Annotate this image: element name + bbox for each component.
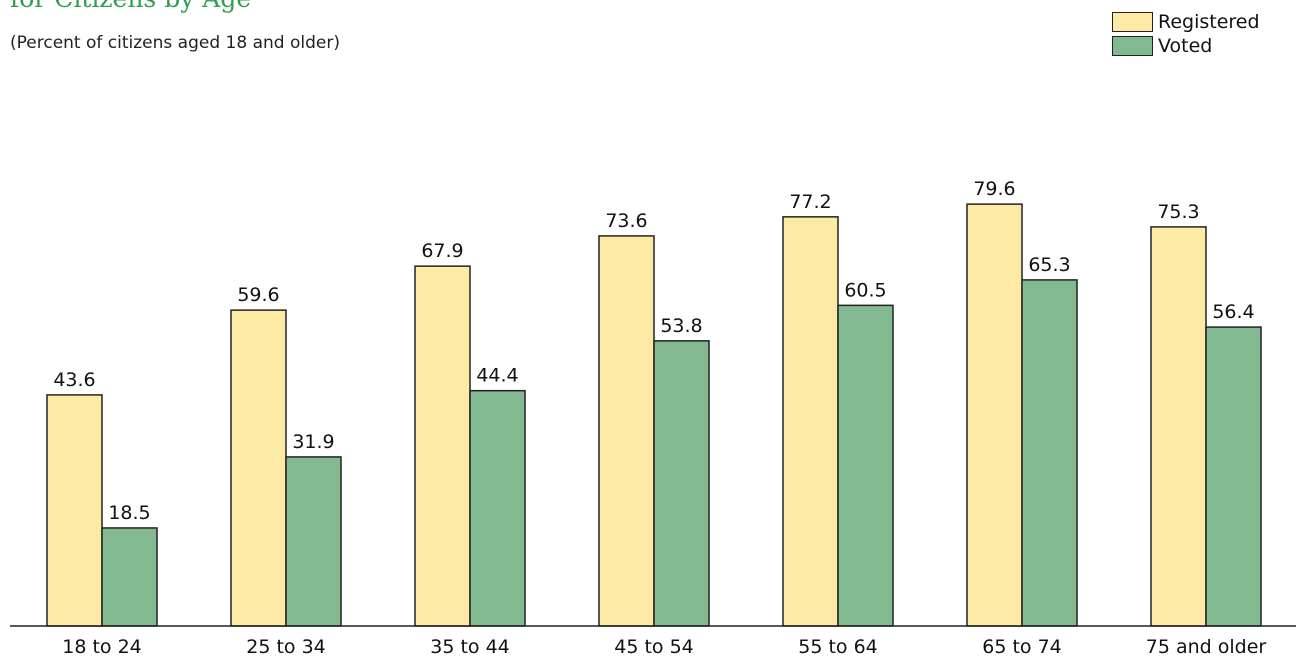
x-tick-label: 45 to 54 — [614, 636, 694, 658]
legend-label-registered: Registered — [1158, 11, 1260, 33]
bar-registered-35-to-44 — [414, 265, 471, 627]
data-label-voted-18-to-24: 18.5 — [108, 502, 150, 524]
data-label-voted-65-to-74: 65.3 — [1028, 254, 1070, 276]
bar-registered-55-to-64 — [782, 216, 839, 627]
data-label-registered-18-to-24: 43.6 — [53, 369, 95, 391]
bar-voted-35-to-44 — [469, 389, 526, 627]
x-tick-label: 25 to 34 — [246, 636, 326, 658]
bar-registered-65-to-74 — [966, 203, 1023, 627]
bar-registered-45-to-54 — [598, 235, 655, 627]
data-label-registered-25-to-34: 59.6 — [237, 284, 279, 306]
data-label-voted-55-to-64: 60.5 — [844, 279, 886, 301]
bar-voted-45-to-54 — [653, 340, 710, 627]
legend-swatch-registered — [1112, 12, 1153, 32]
bar-registered-75-and-older — [1150, 226, 1207, 627]
chart-title: for Citizens by Age — [10, 0, 251, 13]
bar-voted-65-to-74 — [1021, 279, 1078, 627]
x-tick-label: 35 to 44 — [430, 636, 510, 658]
data-label-voted-75-and-older: 56.4 — [1212, 301, 1254, 323]
x-tick-label: 75 and older — [1146, 636, 1267, 658]
bar-registered-18-to-24 — [46, 394, 103, 627]
x-tick-label: 65 to 74 — [982, 636, 1062, 658]
x-tick-label: 18 to 24 — [62, 636, 142, 658]
data-label-registered-55-to-64: 77.2 — [789, 191, 831, 213]
data-label-registered-65-to-74: 79.6 — [973, 178, 1015, 200]
bar-voted-25-to-34 — [285, 456, 342, 627]
bar-registered-25-to-34 — [230, 309, 287, 627]
data-label-voted-45-to-54: 53.8 — [660, 315, 702, 337]
data-label-registered-75-and-older: 75.3 — [1157, 201, 1199, 223]
bar-voted-18-to-24 — [101, 527, 158, 627]
data-label-registered-35-to-44: 67.9 — [421, 240, 463, 262]
data-label-voted-25-to-34: 31.9 — [292, 431, 334, 453]
x-tick-label: 55 to 64 — [798, 636, 878, 658]
bar-voted-55-to-64 — [837, 304, 894, 627]
bar-voted-75-and-older — [1205, 326, 1262, 627]
legend-swatch-voted — [1112, 36, 1153, 56]
data-label-voted-35-to-44: 44.4 — [476, 365, 518, 387]
chart-subtitle: (Percent of citizens aged 18 and older) — [10, 33, 340, 53]
data-label-registered-45-to-54: 73.6 — [605, 210, 647, 232]
legend-label-voted: Voted — [1158, 35, 1213, 57]
